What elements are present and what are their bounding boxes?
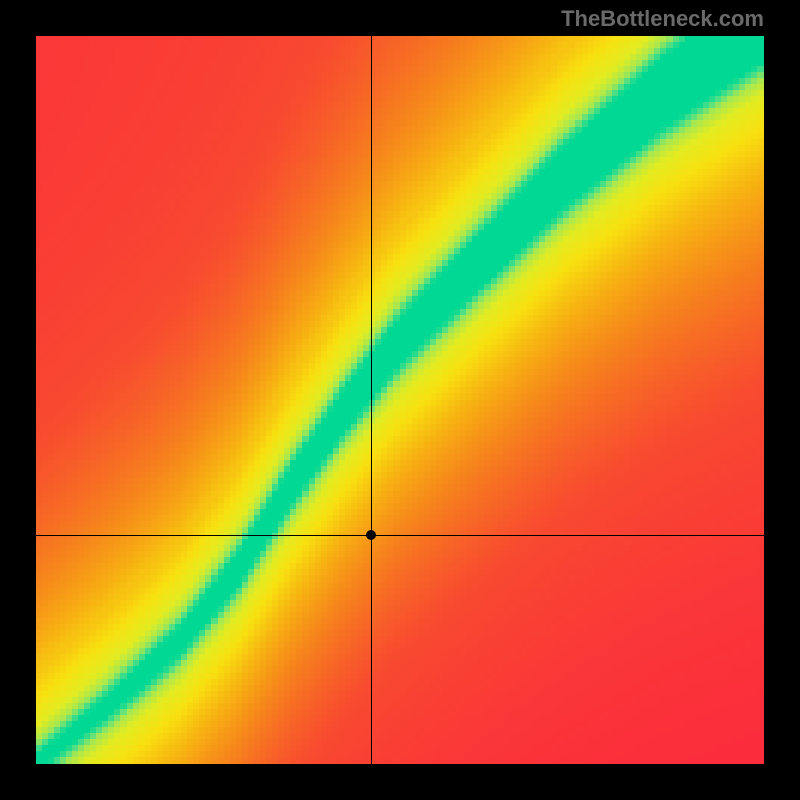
crosshair-vertical: [371, 36, 372, 764]
crosshair-dot: [366, 530, 376, 540]
watermark-text: TheBottleneck.com: [561, 6, 764, 32]
heatmap-canvas: [36, 36, 764, 764]
plot-area: [36, 36, 764, 764]
crosshair-horizontal: [36, 535, 764, 536]
figure-container: TheBottleneck.com: [0, 0, 800, 800]
